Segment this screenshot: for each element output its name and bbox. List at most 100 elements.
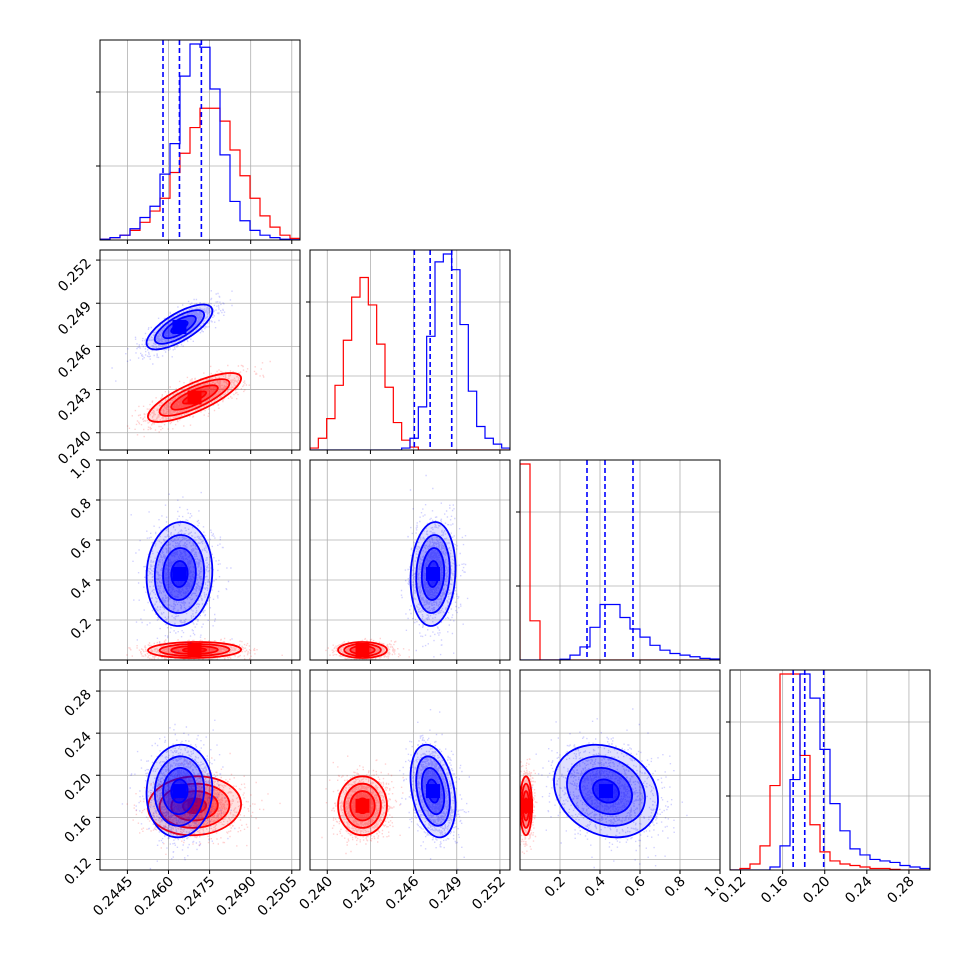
density-peak-red [187, 390, 202, 405]
density-peak-blue [172, 567, 187, 581]
panel-frame [99, 459, 301, 661]
x-tick-label: 0.4 [582, 873, 609, 900]
density-peak-blue [172, 319, 187, 334]
contour-blue [145, 303, 214, 351]
contour-red [170, 790, 219, 822]
diag-panel-3 [730, 670, 930, 870]
density-peak-red [355, 643, 370, 657]
density-peak-red [187, 798, 202, 813]
diag-panel-2 [520, 460, 720, 660]
scatter-panel-1-0 [100, 250, 300, 450]
panel-frame [519, 669, 721, 871]
histogram-series-blue [100, 43, 300, 240]
panel-frame [99, 249, 301, 451]
diag-panel-0 [100, 40, 300, 240]
density-peak-blue [426, 567, 441, 581]
contour-red [147, 641, 242, 659]
x-tick-label: 0.2445 [90, 874, 136, 920]
contour-red [349, 790, 376, 822]
scatter-points-red [126, 360, 271, 438]
contour-blue [145, 521, 214, 627]
y-tick-label: 0.2 [68, 616, 95, 643]
density-peak-red [520, 798, 533, 813]
contour-blue [415, 534, 451, 614]
contour-blue [153, 534, 206, 614]
x-tick-label: 0.6 [622, 873, 649, 900]
contour-blue [566, 755, 646, 827]
histogram-series-red [730, 673, 930, 870]
panel-frame [309, 249, 511, 451]
contour-blue [145, 743, 214, 839]
y-tick-label: 0.243 [55, 385, 95, 425]
contour-blue [420, 766, 446, 816]
x-tick-label: 0.249 [426, 874, 466, 914]
density-peak-blue [172, 784, 187, 799]
panel-frame [309, 669, 511, 871]
density-peak-red [355, 798, 370, 813]
histogram-series-red [100, 107, 300, 240]
y-tick-label: 0.249 [55, 299, 95, 339]
contour-blue [162, 766, 197, 816]
x-tick-label: 0.252 [469, 874, 509, 914]
x-tick-label: 0.2475 [172, 874, 218, 920]
contour-blue [592, 778, 620, 804]
contour-blue [420, 547, 446, 601]
panel-frame [309, 459, 511, 661]
histogram-series-blue [310, 253, 510, 450]
x-tick-label: 0.28 [884, 874, 917, 907]
contour-blue [409, 743, 457, 839]
x-tick-label: 0.24 [842, 873, 875, 906]
contour-red [158, 782, 231, 829]
y-tick-label: 0.20 [61, 771, 94, 804]
histogram-series-red [310, 276, 510, 450]
histogram-series-blue [520, 603, 720, 660]
scatter-panel-2-1 [310, 460, 510, 660]
contour-blue [170, 560, 189, 588]
panel-frame [99, 669, 301, 871]
contour-blue [415, 755, 451, 827]
contour-red [147, 372, 242, 423]
x-tick-label: 0.246 [383, 873, 423, 913]
y-tick-label: 0.16 [61, 813, 94, 846]
x-tick-label: 0.16 [758, 873, 791, 906]
x-tick-label: 0.2460 [131, 874, 177, 920]
contour-blue [579, 766, 633, 816]
contour-red [343, 782, 382, 829]
x-tick-label: 0.8 [662, 874, 689, 901]
histogram-series-red [520, 463, 720, 660]
contour-blue [409, 521, 457, 627]
density-peak-blue [599, 784, 613, 799]
x-tick-label: 0.243 [340, 874, 380, 914]
y-tick-label: 0.252 [55, 256, 95, 296]
contour-red [337, 641, 388, 659]
contour-red [158, 378, 231, 417]
scatter-panel-3-1 [310, 670, 510, 870]
histogram-series-blue [730, 673, 930, 870]
density-peak-red [187, 643, 202, 657]
y-tick-label: 0.24 [61, 729, 94, 762]
y-tick-label: 0.6 [68, 535, 95, 562]
diag-panel-1 [310, 250, 510, 450]
contour-blue [162, 547, 197, 601]
density-peak-blue [426, 784, 441, 799]
contour-blue [153, 309, 206, 345]
contour-blue [170, 778, 189, 804]
scatter-panel-3-0 [100, 670, 300, 870]
y-tick-label: 0.246 [55, 342, 95, 382]
scatter-panel-3-2 [520, 670, 720, 870]
scatter-points-blue [111, 290, 233, 382]
x-tick-label: 0.2490 [214, 874, 260, 920]
scatter-points-blue [121, 719, 236, 870]
scatter-panel-2-0 [100, 460, 300, 660]
y-tick-label: 0.12 [61, 855, 94, 888]
panel-frame [99, 39, 301, 241]
contour-blue [153, 755, 206, 827]
contour-blue [553, 743, 659, 839]
contour-red [337, 775, 388, 837]
panel-frame [519, 459, 721, 661]
x-tick-label: 0.20 [800, 874, 833, 907]
y-tick-label: 0.4 [68, 575, 95, 602]
x-tick-label: 0.2505 [255, 874, 301, 920]
y-tick-label: 0.28 [61, 687, 94, 720]
